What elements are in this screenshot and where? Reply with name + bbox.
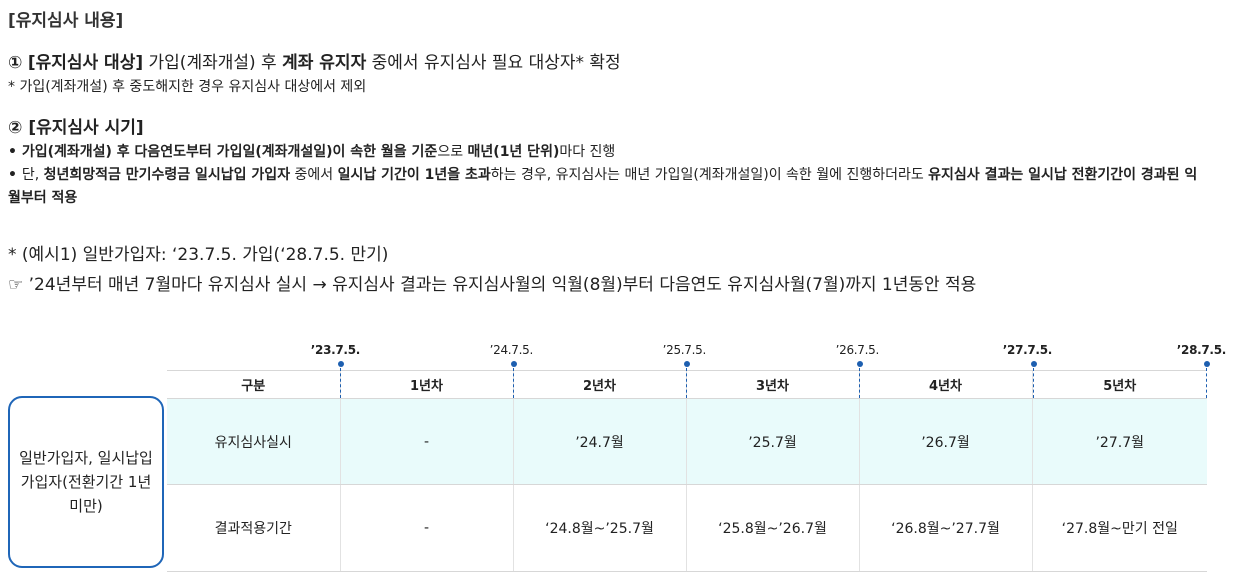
table-cell: ‘25.8월~’26.7월 (685, 484, 859, 572)
timeline-marker (513, 368, 514, 398)
bullet2-text-c: 하는 경우, 유지심사는 매년 가입일(계좌개설일)이 속한 월에 진행하더라도 (490, 167, 929, 183)
bullet2-bold-b: 일시납 기간이 1년을 초과 (337, 167, 491, 183)
example-line2: ☞ ’24년부터 매년 7월마다 유지심사 실시 → 유지심사 결과는 유지심사… (8, 275, 977, 295)
timeline-date: ’28.7.5. (1176, 343, 1227, 357)
item1-label: [유지심사 대상] (27, 53, 144, 73)
timeline-marker (1206, 368, 1207, 398)
table-cell: ‘24.8월~’25.7월 (512, 484, 686, 572)
table-cell: - (339, 484, 513, 572)
item2-label: [유지심사 시기] (28, 118, 144, 138)
item1-bold: 계좌 유지자 (282, 53, 367, 73)
timeline-marker (1033, 368, 1034, 398)
table-header-cell: 3년차 (685, 370, 859, 399)
timeline-date: ’25.7.5. (662, 343, 707, 357)
bullet1-bold-b: 매년(1년 단위) (467, 144, 560, 160)
item1-text-a: 가입(계좌개설) 후 (143, 53, 283, 73)
item2-number: ② (8, 118, 23, 138)
table-cell: 유지심사실시 (167, 398, 340, 485)
table-cell: ’27.7월 (1031, 398, 1207, 485)
item1-text-b: 중에서 유지심사 필요 대상자* 확정 (366, 53, 621, 73)
timeline-date: ’23.7.5. (310, 343, 361, 357)
table-header-cell: 1년차 (339, 370, 513, 399)
bullet-dot: • (8, 144, 22, 160)
bullet2-text-a: 단, (21, 167, 44, 183)
bullet2-bold-c: 유지심사 결과는 일시납 전환기간이 경과된 익월부터 적용 (8, 167, 1198, 206)
table-row: 결과적용기간 - ‘24.8월~’25.7월 ‘25.8월~’26.7월 ‘26… (167, 484, 1207, 572)
table-header-cell: 2년차 (512, 370, 686, 399)
bullet-dot: • (8, 167, 22, 183)
subscriber-group-label: 일반가입자, 일시납입 가입자(전환기간 1년 미만) (8, 396, 164, 568)
table-cell: - (339, 398, 513, 485)
timeline-dot (338, 361, 344, 367)
bullet1-text-b: 마다 진행 (559, 144, 616, 160)
item2-bullet1: • 가입(계좌개설) 후 다음연도부터 가입일(계좌개설일)이 속한 월을 기준… (8, 141, 615, 161)
table-cell: ‘27.8월~만기 전일 (1031, 484, 1207, 572)
timeline-date: ’26.7.5. (835, 343, 880, 357)
table-cell: 결과적용기간 (167, 484, 340, 572)
bullet2-text-b: 중에서 (290, 167, 338, 183)
item1-note: * 가입(계좌개설) 후 중도해지한 경우 유지심사 대상에서 제외 (8, 79, 367, 95)
bullet2-bold-a: 청년희망적금 만기수령금 일시납입 가입자 (43, 167, 291, 183)
bullet1-text-a: 으로 (437, 144, 468, 160)
table-header-row: 구분 1년차 2년차 3년차 4년차 5년차 (167, 370, 1207, 399)
table-cell: ’24.7월 (512, 398, 686, 485)
timeline-dot (511, 361, 517, 367)
table-header-cell: 5년차 (1031, 370, 1207, 399)
timeline-marker (686, 368, 687, 398)
timeline-date: ’24.7.5. (489, 343, 534, 357)
review-schedule-table: 구분 1년차 2년차 3년차 4년차 5년차 유지심사실시 - ’24.7월 ’… (167, 370, 1207, 572)
timeline-marker (859, 368, 860, 398)
table-cell: ’26.7월 (858, 398, 1032, 485)
timeline-dot (1031, 361, 1037, 367)
table-row: 유지심사실시 - ’24.7월 ’25.7월 ’26.7월 ’27.7월 (167, 398, 1207, 485)
item2-bullet2: • 단, 청년희망적금 만기수령금 일시납입 가입자 중에서 일시납 기간이 1… (8, 164, 1208, 210)
bullet1-bold-a: 가입(계좌개설) 후 다음연도부터 가입일(계좌개설일)이 속한 월을 기준 (21, 144, 438, 160)
item1-number: ① (8, 53, 23, 73)
timeline-dot (1204, 361, 1210, 367)
table-header-cell: 4년차 (858, 370, 1032, 399)
table-cell: ‘26.8월~’27.7월 (858, 484, 1032, 572)
example-line1: * (예시1) 일반가입자: ‘23.7.5. 가입(‘28.7.5. 만기) (8, 245, 389, 265)
timeline-marker (340, 368, 341, 398)
timeline-dot (857, 361, 863, 367)
item1-line: ① [유지심사 대상] 가입(계좌개설) 후 계좌 유지자 중에서 유지심사 필… (8, 48, 621, 73)
table-cell: ’25.7월 (685, 398, 859, 485)
timeline-dot (684, 361, 690, 367)
item2-line: ② [유지심사 시기] (8, 113, 144, 138)
section-title: [유지심사 내용] (8, 11, 124, 31)
timeline-date: ’27.7.5. (1002, 343, 1053, 357)
table-header-cell: 구분 (167, 370, 340, 399)
